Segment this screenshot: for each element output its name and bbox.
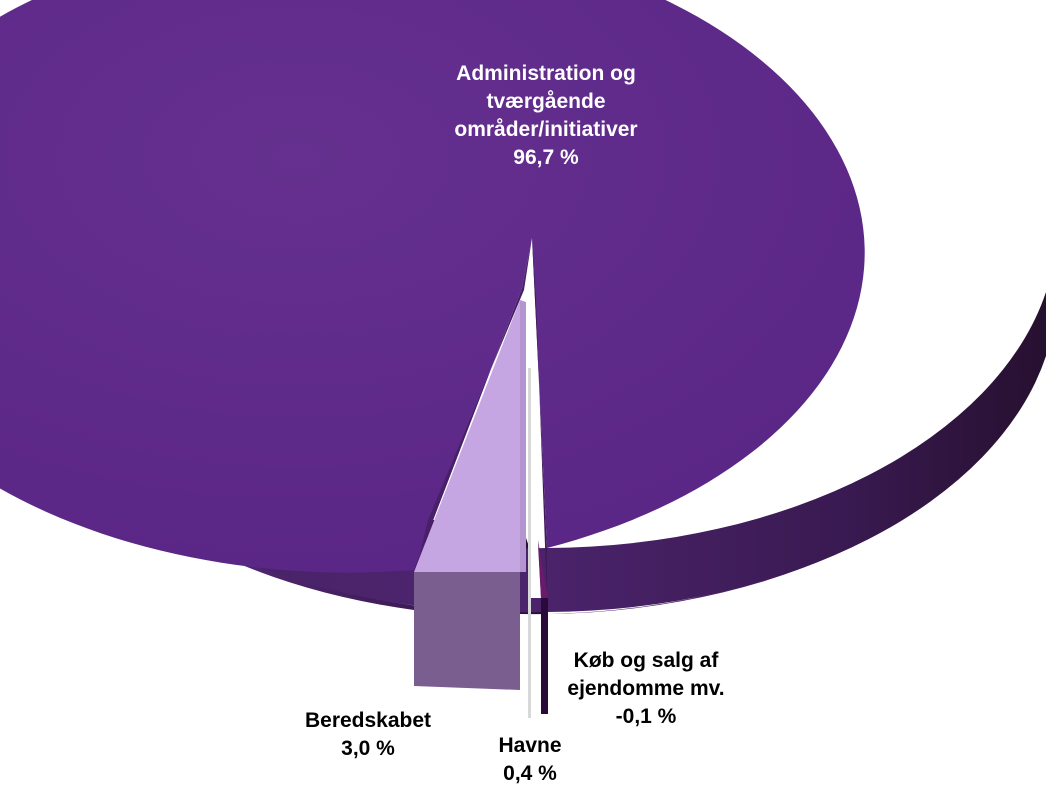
- pie-slice-koeb-og-salg: [538, 540, 548, 598]
- slice-beredskabet-edge: [520, 300, 526, 572]
- slice-havne-front: [541, 598, 548, 714]
- slice-label-value: 96,7 %: [513, 146, 579, 169]
- slice-label-value: 0,4 %: [503, 762, 557, 785]
- slice-havne-top: [528, 368, 541, 598]
- slice-beredskabet-front: [414, 572, 520, 690]
- slice-labels: Administration og tværgående områder/initi…: [305, 62, 725, 785]
- slice-havne-edge: [528, 368, 531, 718]
- slice-label-name: Havne: [498, 734, 561, 757]
- slice-label-name: Køb og salg af: [574, 649, 720, 672]
- slice-label-name: Beredskabet: [305, 709, 431, 732]
- pie-slice-beredskabet: [414, 300, 526, 690]
- slice-label-name: Administration og: [456, 62, 636, 85]
- slice-label-value: 3,0 %: [341, 737, 395, 760]
- slice-label-value: -0,1 %: [616, 705, 677, 728]
- slice-administration-top: [0, 0, 865, 573]
- slice-label-name: ejendomme mv.: [567, 677, 724, 700]
- slice-label-name: tværgående: [486, 90, 605, 113]
- slice-label-name: områder/initiativer: [454, 118, 637, 141]
- slice-koeb-top: [538, 540, 548, 598]
- slice-beredskabet-top: [414, 300, 520, 572]
- pie-slice-havne: [528, 368, 548, 718]
